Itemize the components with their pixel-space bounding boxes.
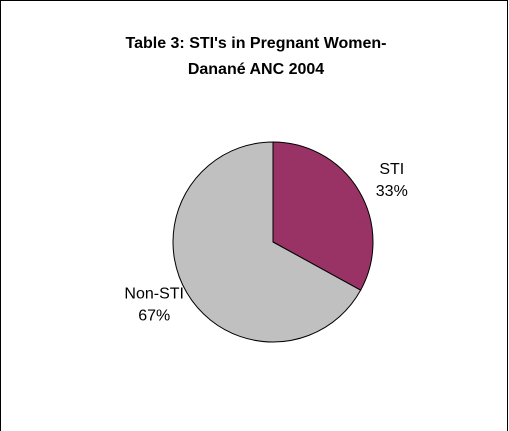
slice-value-label: 33% — [376, 183, 408, 200]
chart-title: Table 3: STI's in Pregnant Women- — [125, 35, 386, 52]
slice-label: STI — [379, 161, 404, 178]
chart-title: Danané ANC 2004 — [188, 61, 324, 78]
pie-slice — [272, 141, 374, 291]
slice-label: Non-STI — [124, 285, 184, 302]
slice-value-label: 67% — [138, 307, 170, 324]
pie-slice — [172, 141, 362, 343]
